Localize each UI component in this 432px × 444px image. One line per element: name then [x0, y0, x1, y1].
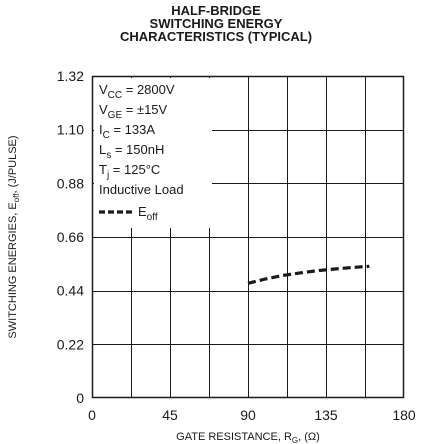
x-tick-labels: 0 45 90 135 180 [88, 407, 416, 423]
y-tick-label: 0.44 [57, 283, 84, 299]
title-line-3: CHARACTERISTICS (TYPICAL) [119, 29, 313, 44]
x-axis-label: GATE RESISTANCE, RG, (Ω) [176, 431, 320, 444]
y-tick-label: 0.66 [57, 229, 84, 245]
legend-condition-3: IC = 133A [99, 122, 155, 141]
y-tick-label: 0.88 [57, 175, 84, 191]
series-layer [247, 264, 370, 285]
x-tick-label: 0 [88, 407, 96, 423]
legend-condition-2: VGE = ±15V [99, 102, 168, 121]
legend-condition-6: Inductive Load [99, 182, 184, 197]
legend-condition-5: Tj = 125°C [99, 162, 160, 181]
y-tick-labels: 0 0.22 0.44 0.66 0.88 1.10 1.32 [57, 68, 84, 406]
legend-eoff-label: Eoff [138, 204, 158, 223]
title-line-1: HALF-BRIDGE [171, 3, 261, 18]
y-tick-label: 0.22 [57, 336, 84, 352]
y-tick-label: 0 [76, 390, 84, 406]
chart-title: HALF-BRIDGE SWITCHING ENERGY CHARACTERIS… [0, 4, 432, 43]
x-tick-label: 45 [162, 407, 178, 423]
x-tick-label: 180 [392, 407, 416, 423]
legend-box [94, 78, 212, 228]
plot-frame [91, 75, 405, 399]
legend-condition-1: VCC = 2800V [99, 82, 175, 101]
x-tick-label: 90 [240, 407, 256, 423]
y-tick-label: 1.32 [57, 68, 84, 84]
y-tick-label: 1.10 [57, 122, 84, 138]
legend-condition-4: Ls = 150nH [99, 142, 164, 161]
y-axis-label: SWITCHING ENERGIES, Eoff, (J/PULSE) [7, 135, 21, 338]
x-tick-label: 135 [314, 407, 338, 423]
series-eoff-line [247, 264, 370, 285]
title-line-2: SWITCHING ENERGY [149, 16, 283, 31]
